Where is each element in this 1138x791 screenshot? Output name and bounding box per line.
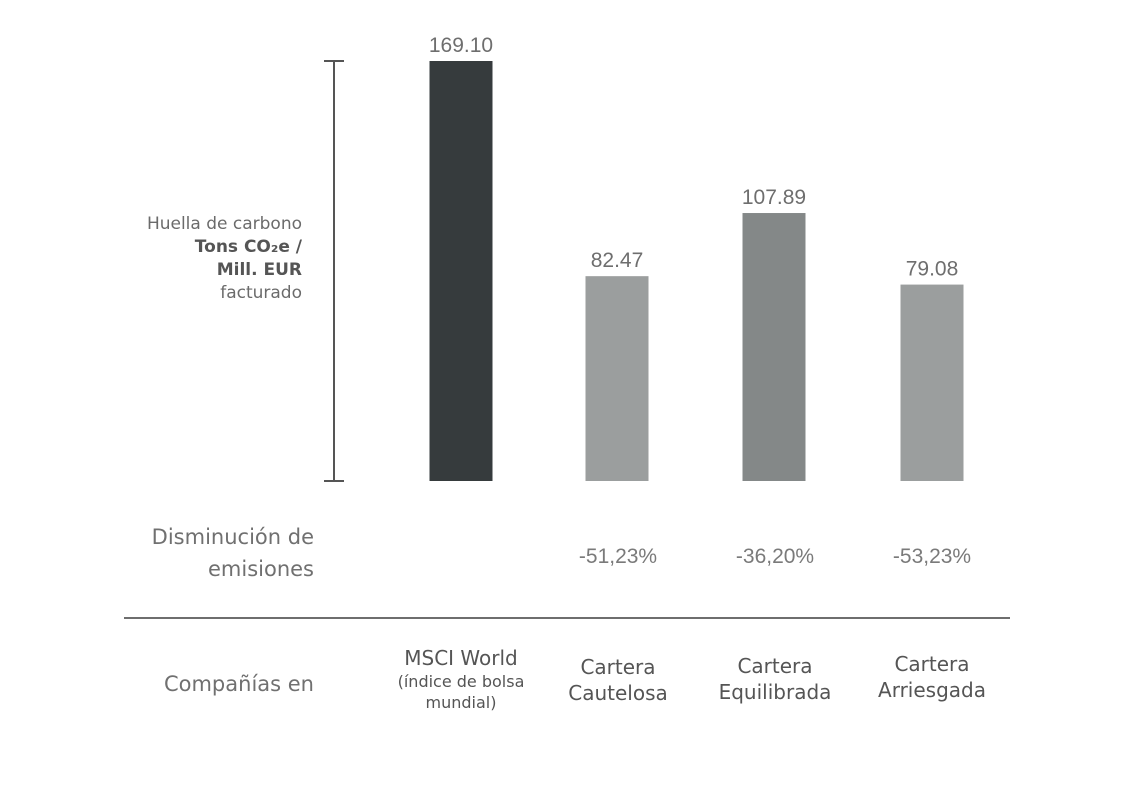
category-label-equilibrada: Cartera Equilibrada xyxy=(718,654,832,704)
value-label-1: 169.10 xyxy=(429,34,493,57)
y-axis xyxy=(324,60,344,482)
category-label-cautelosa: Cartera Cautelosa xyxy=(568,655,668,705)
y-axis-label-line1: Huella de carbono xyxy=(146,214,302,234)
reduction-label-line2: emisiones xyxy=(207,557,314,581)
reduction-value-cautelosa: -51,23% xyxy=(578,545,658,568)
category-label-arriesgada: Cartera Arriesgada xyxy=(878,652,986,702)
reduction-value-arriesgada: -53,23% xyxy=(892,545,972,568)
category-msci-name: MSCI World xyxy=(404,646,518,670)
divider-line xyxy=(124,617,1010,619)
category-msci-sublabel: (índice de bolsa mundial) xyxy=(397,672,525,712)
bar-1 xyxy=(429,61,493,481)
value-label-3: 107.89 xyxy=(742,186,806,209)
bar-3 xyxy=(742,213,806,481)
x-axis-label: Compañías en xyxy=(163,672,314,696)
y-axis-label: Huella de carbono Tons CO₂e / Mill. EUR … xyxy=(147,213,302,305)
value-label-4: 79.08 xyxy=(906,258,959,281)
value-label-2: 82.47 xyxy=(591,249,644,272)
bar-4 xyxy=(900,284,964,481)
bars xyxy=(429,61,964,481)
reduction-row-label: Disminución de emisiones xyxy=(152,521,314,585)
y-axis-label-line2: Tons CO₂e / xyxy=(194,237,302,257)
y-axis-label-line4: facturado xyxy=(220,283,302,303)
category-label-msci: MSCI World (índice de bolsa mundial) xyxy=(376,645,546,713)
reduction-label-line1: Disminución de xyxy=(151,525,314,549)
value-labels: 169.10 82.47 107.89 79.08 xyxy=(429,34,958,281)
bar-2 xyxy=(585,276,649,481)
y-axis-label-line3: Mill. EUR xyxy=(216,260,302,280)
reduction-value-equilibrada: -36,20% xyxy=(735,545,815,568)
